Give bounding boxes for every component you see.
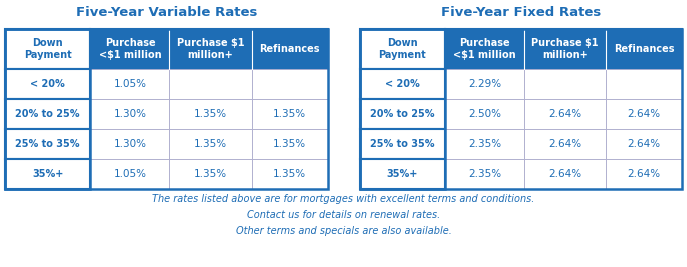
Bar xyxy=(170,99,251,129)
Bar xyxy=(5,29,91,69)
Bar xyxy=(5,29,328,189)
Bar xyxy=(445,129,524,159)
Text: 1.30%: 1.30% xyxy=(113,109,146,119)
Text: 1.35%: 1.35% xyxy=(273,169,306,179)
Text: Purchase
<$1 million: Purchase <$1 million xyxy=(453,38,516,60)
Text: 35%+: 35%+ xyxy=(387,169,418,179)
Bar xyxy=(445,69,524,99)
Text: Refinances: Refinances xyxy=(260,44,320,54)
Text: 20% to 25%: 20% to 25% xyxy=(16,109,80,119)
Text: 2.64%: 2.64% xyxy=(548,109,582,119)
Text: 1.05%: 1.05% xyxy=(113,79,146,89)
Text: Five-Year Fixed Rates: Five-Year Fixed Rates xyxy=(440,6,601,18)
Text: 20% to 25%: 20% to 25% xyxy=(370,109,434,119)
Bar xyxy=(91,29,328,69)
Bar xyxy=(524,69,606,99)
Bar xyxy=(251,99,328,129)
Text: 1.05%: 1.05% xyxy=(113,169,146,179)
Text: 1.35%: 1.35% xyxy=(273,139,306,149)
Text: 2.35%: 2.35% xyxy=(468,169,501,179)
Text: Purchase $1
million+: Purchase $1 million+ xyxy=(177,38,245,60)
Text: 35%+: 35%+ xyxy=(32,169,63,179)
Bar xyxy=(445,29,682,69)
Text: 2.29%: 2.29% xyxy=(468,79,501,89)
Bar xyxy=(606,99,682,129)
Bar xyxy=(5,129,91,159)
Text: 1.30%: 1.30% xyxy=(113,139,146,149)
Bar xyxy=(359,129,445,159)
Bar xyxy=(170,129,251,159)
Text: 1.35%: 1.35% xyxy=(194,139,227,149)
Text: 2.64%: 2.64% xyxy=(548,169,582,179)
Text: 2.64%: 2.64% xyxy=(627,139,661,149)
Bar xyxy=(5,29,91,189)
Text: 1.35%: 1.35% xyxy=(273,109,306,119)
Bar xyxy=(5,69,91,99)
Bar xyxy=(251,69,328,99)
Text: Purchase
<$1 million: Purchase <$1 million xyxy=(99,38,161,60)
Bar xyxy=(91,129,170,159)
Bar xyxy=(359,29,445,189)
Bar xyxy=(5,99,91,129)
Text: Contact us for details on renewal rates.: Contact us for details on renewal rates. xyxy=(247,210,440,220)
Text: 25% to 35%: 25% to 35% xyxy=(16,139,80,149)
Text: Purchase $1
million+: Purchase $1 million+ xyxy=(531,38,599,60)
Bar xyxy=(445,159,524,189)
Bar xyxy=(524,99,606,129)
Text: < 20%: < 20% xyxy=(30,79,65,89)
Text: Refinances: Refinances xyxy=(614,44,675,54)
Text: Down
Payment: Down Payment xyxy=(379,38,426,60)
Bar xyxy=(91,69,170,99)
Bar xyxy=(251,129,328,159)
Bar xyxy=(359,159,445,189)
Text: Other terms and specials are also available.: Other terms and specials are also availa… xyxy=(236,226,451,236)
Bar xyxy=(170,69,251,99)
Bar xyxy=(91,159,170,189)
Bar xyxy=(359,99,445,129)
Bar xyxy=(606,69,682,99)
Bar xyxy=(359,29,682,189)
Bar xyxy=(445,99,524,129)
Bar xyxy=(606,129,682,159)
Bar xyxy=(606,159,682,189)
Bar xyxy=(251,159,328,189)
Text: < 20%: < 20% xyxy=(385,79,420,89)
Text: 1.35%: 1.35% xyxy=(194,169,227,179)
Bar xyxy=(91,99,170,129)
Text: Five-Year Variable Rates: Five-Year Variable Rates xyxy=(76,6,257,18)
Text: The rates listed above are for mortgages with excellent terms and conditions.: The rates listed above are for mortgages… xyxy=(153,194,534,204)
Text: 25% to 35%: 25% to 35% xyxy=(370,139,434,149)
Text: Down
Payment: Down Payment xyxy=(24,38,71,60)
Bar xyxy=(170,159,251,189)
Bar xyxy=(524,159,606,189)
Bar xyxy=(5,159,91,189)
Bar xyxy=(524,129,606,159)
Text: 2.35%: 2.35% xyxy=(468,139,501,149)
Bar xyxy=(359,29,445,69)
Text: 2.64%: 2.64% xyxy=(627,169,661,179)
Text: 1.35%: 1.35% xyxy=(194,109,227,119)
Bar xyxy=(359,69,445,99)
Text: 2.64%: 2.64% xyxy=(627,109,661,119)
Text: 2.64%: 2.64% xyxy=(548,139,582,149)
Text: 2.50%: 2.50% xyxy=(468,109,501,119)
